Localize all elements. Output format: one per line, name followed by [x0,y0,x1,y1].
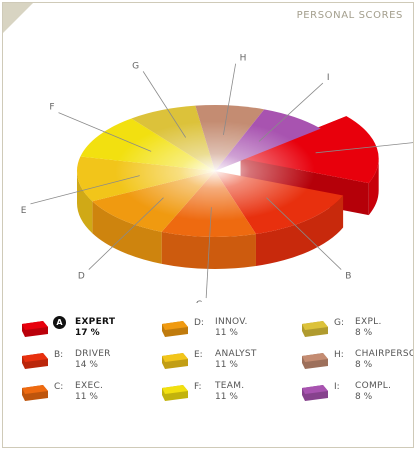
legend-pct-F: 11 % [215,392,238,402]
legend-letter-I: I: [334,380,349,394]
legend-pct-H: 8 % [355,360,372,370]
legend-letter-B: B: [54,348,69,362]
legend-pct-D: 11 % [215,328,238,338]
legend-item-F[interactable]: F: TEAM. 11 % [161,380,291,408]
legend-swatch-I [301,382,329,402]
legend-name-C: EXEC. [75,381,103,391]
legend-name-E: ANALYST [215,349,257,359]
legend-letter-C: C: [54,380,69,394]
legend-name-G: EXPL. [355,317,382,327]
legend-name-D: INNOV. [215,317,248,327]
legend-swatch-C [21,382,49,402]
legend-name-F: TEAM. [215,381,244,391]
legend-swatch-G [301,318,329,338]
legend-item-H[interactable]: H: CHAIRPERSON 8 % [301,348,414,376]
legend-item-E[interactable]: E: ANALYST 11 % [161,348,291,376]
legend-swatch-F [161,382,189,402]
legend-item-A[interactable]: A EXPERT 17 % [21,316,151,344]
legend-letter-G: G: [334,316,349,330]
legend-pct-E: 11 % [215,360,238,370]
legend-letter-F: F: [194,380,209,394]
legend: A EXPERT 17 % B: DRIVER 14 % C: EXEC. 11… [3,3,414,448]
legend-item-D[interactable]: D: INNOV. 11 % [161,316,291,344]
legend-item-I[interactable]: I: COMPL. 8 % [301,380,414,408]
legend-swatch-B [21,350,49,370]
legend-swatch-E [161,350,189,370]
legend-item-B[interactable]: B: DRIVER 14 % [21,348,151,376]
legend-swatch-D [161,318,189,338]
legend-name-H: CHAIRPERSON [355,349,414,359]
legend-item-G[interactable]: G: EXPL. 8 % [301,316,414,344]
legend-letter-H: H: [334,348,349,362]
chart-frame: PERSONAL SCORES ABCDEFGHI A EXPERT 17 % [2,2,414,448]
legend-name-I: COMPL. [355,381,391,391]
legend-item-C[interactable]: C: EXEC. 11 % [21,380,151,408]
legend-pct-G: 8 % [355,328,372,338]
legend-pct-A: 17 % [75,328,100,338]
legend-swatch-A [21,318,49,338]
legend-letter-E: E: [194,348,209,362]
legend-pct-I: 8 % [355,392,372,402]
legend-letter-D: D: [194,316,209,330]
legend-pct-C: 11 % [75,392,98,402]
legend-swatch-H [301,350,329,370]
legend-name-B: DRIVER [75,349,111,359]
legend-pct-B: 14 % [75,360,98,370]
legend-letter-A: A [53,316,66,329]
legend-name-A: EXPERT [75,317,115,327]
